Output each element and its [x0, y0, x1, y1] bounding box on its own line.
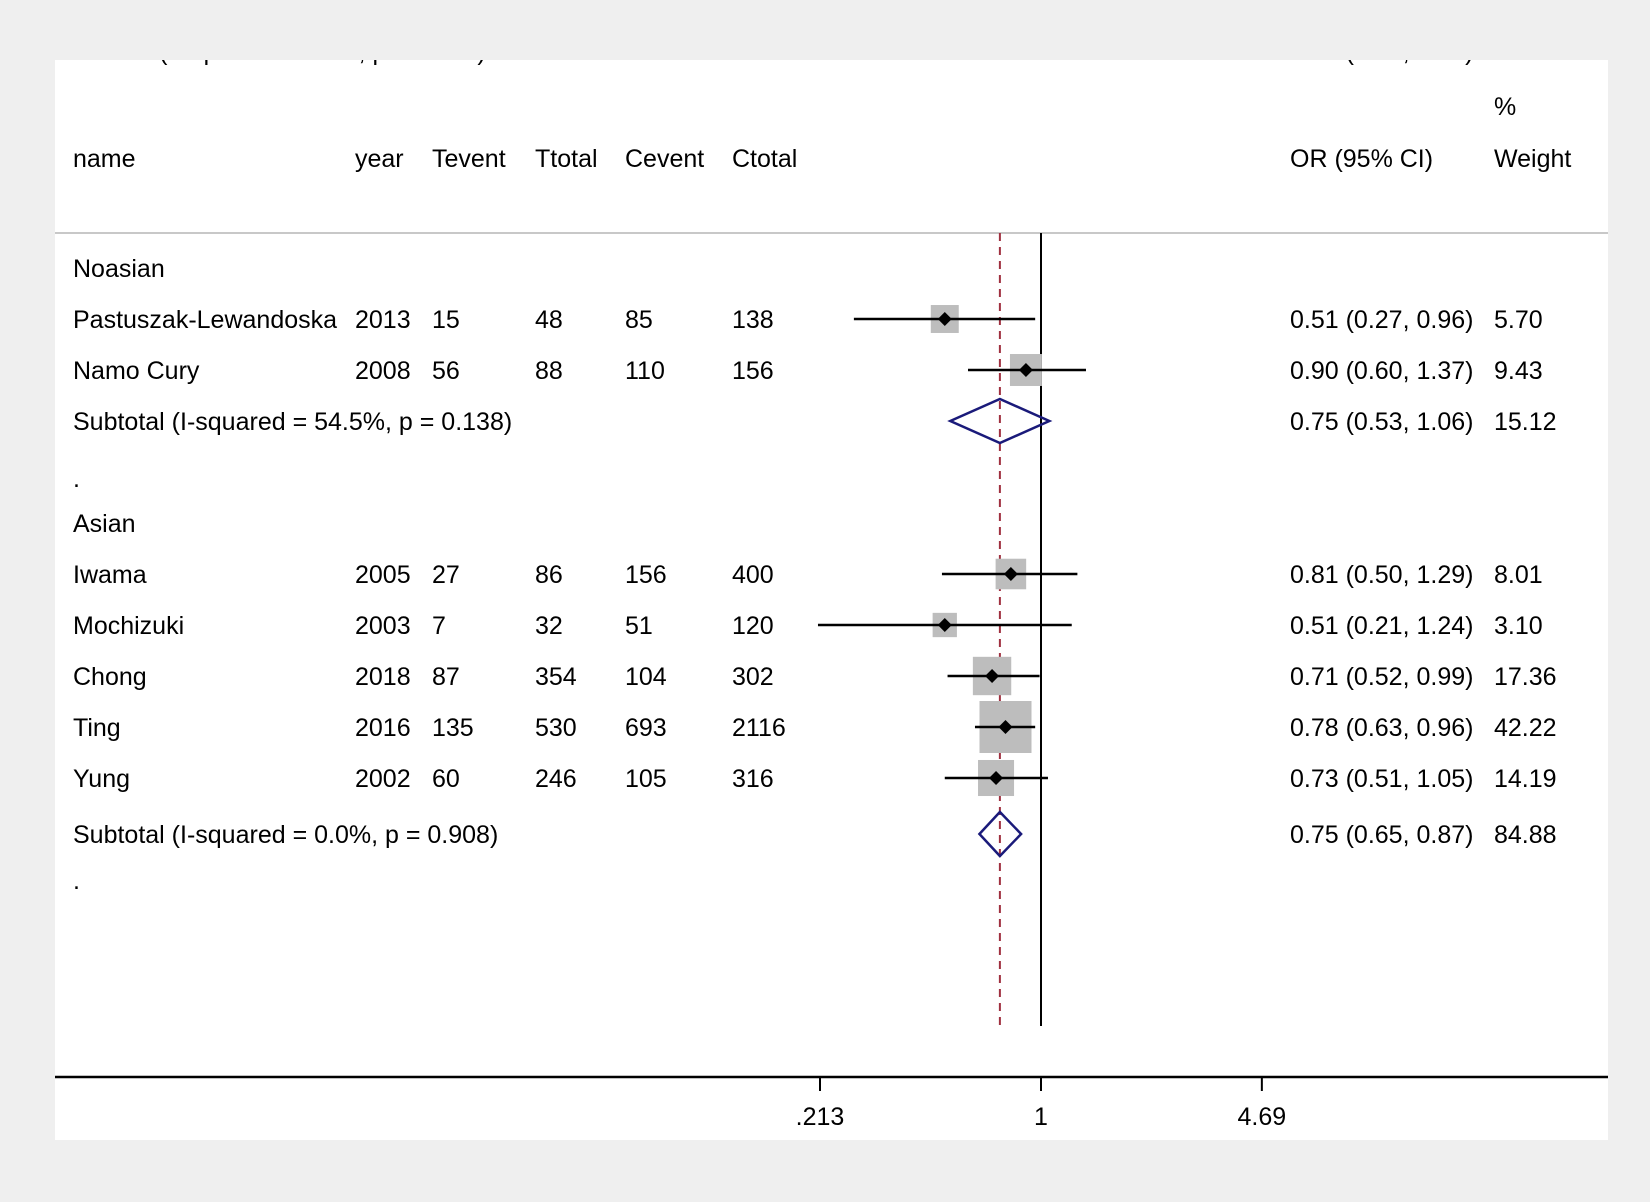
overall-label: Overall (I-squared = 0.0%, p = 0.782) [73, 60, 486, 66]
subtotal-diamond [977, 810, 1023, 858]
study-or-ci: 0.90 (0.60, 1.37) [1290, 357, 1473, 385]
study-or-ci: 0.71 (0.52, 0.99) [1290, 663, 1473, 691]
study-name: Ting [73, 714, 121, 742]
header-weight-percent: % [1494, 93, 1516, 121]
study-cevent: 105 [625, 765, 667, 793]
study-ctotal: 138 [732, 306, 774, 334]
study-or-ci: 0.73 (0.51, 1.05) [1290, 765, 1473, 793]
header-year: year [355, 145, 404, 173]
study-ttotal: 246 [535, 765, 577, 793]
study-ctotal: 400 [732, 561, 774, 589]
study-tevent: 56 [432, 357, 460, 385]
point-estimate [937, 618, 952, 632]
study-ttotal: 32 [535, 612, 563, 640]
group-label: Asian [73, 510, 136, 538]
study-weight: 42.22 [1494, 714, 1557, 742]
study-year: 2002 [355, 765, 411, 793]
study-tevent: 60 [432, 765, 460, 793]
study-name: Yung [73, 765, 130, 793]
rows-layer: Noasian Pastuszak-Lewandoska 2013 15 48 85 138… [73, 60, 1570, 1026]
study-tevent: 15 [432, 306, 460, 334]
x-tick-label: 1 [1034, 1103, 1048, 1131]
subtotal-or-ci: 0.75 (0.65, 0.87) [1290, 821, 1473, 849]
study-or-ci: 0.51 (0.21, 1.24) [1290, 612, 1473, 640]
study-weight: 3.10 [1494, 612, 1543, 640]
study-cevent: 693 [625, 714, 667, 742]
x-axis: .213 1 4.69 [55, 1075, 1608, 1131]
study-weight: 17.36 [1494, 663, 1557, 691]
study-weight: 14.19 [1494, 765, 1557, 793]
subtotal-label: Subtotal (I-squared = 0.0%, p = 0.908) [73, 821, 498, 849]
study-ctotal: 120 [732, 612, 774, 640]
study-year: 2013 [355, 306, 411, 334]
study-ttotal: 48 [535, 306, 563, 334]
study-tevent: 27 [432, 561, 460, 589]
study-tevent: 87 [432, 663, 460, 691]
study-tevent: 135 [432, 714, 474, 742]
study-year: 2003 [355, 612, 411, 640]
study-cevent: 110 [625, 357, 665, 385]
subtotal-or-ci: 0.75 (0.53, 1.06) [1290, 408, 1473, 436]
study-ttotal: 530 [535, 714, 577, 742]
header-or-ci: OR (95% CI) [1290, 145, 1433, 173]
point-estimate [985, 669, 1000, 683]
study-name: Chong [73, 663, 147, 691]
study-ctotal: 2116 [732, 714, 786, 742]
overall-weight: 100.00 [1494, 60, 1570, 66]
spacer-dot: . [73, 867, 80, 895]
study-ttotal: 86 [535, 561, 563, 589]
study-year: 2018 [355, 663, 411, 691]
header-weight: Weight [1494, 145, 1571, 173]
study-ttotal: 88 [535, 357, 563, 385]
study-name: Namo Cury [73, 357, 200, 385]
study-year: 2008 [355, 357, 411, 385]
forest-plot-panel: name year Tevent Ttotal Cevent Ctotal OR… [55, 60, 1608, 1140]
study-or-ci: 0.51 (0.27, 0.96) [1290, 306, 1473, 334]
study-weight: 5.70 [1494, 306, 1543, 334]
study-ctotal: 156 [732, 357, 774, 385]
point-estimate [1018, 363, 1033, 377]
study-weight: 9.43 [1494, 357, 1543, 385]
study-ttotal: 354 [535, 663, 577, 691]
subtotal-diamond [947, 397, 1053, 445]
point-estimate [1003, 567, 1018, 581]
study-tevent: 7 [432, 612, 446, 640]
header-name: name [73, 145, 136, 173]
study-ctotal: 316 [732, 765, 774, 793]
subtotal-weight: 15.12 [1494, 408, 1557, 436]
x-tick-label: 4.69 [1238, 1103, 1287, 1131]
study-name: Iwama [73, 561, 147, 589]
overall-or-ci: 0.75 (0.66, 0.86) [1290, 60, 1473, 66]
study-cevent: 51 [625, 612, 653, 640]
study-or-ci: 0.81 (0.50, 1.29) [1290, 561, 1473, 589]
subtotal-label: Subtotal (I-squared = 54.5%, p = 0.138) [73, 408, 512, 436]
study-ctotal: 302 [732, 663, 774, 691]
point-estimate [998, 720, 1013, 734]
header-tevent: Tevent [432, 145, 506, 173]
study-year: 2016 [355, 714, 411, 742]
header-ctotal: Ctotal [732, 145, 797, 173]
forest-plot: name year Tevent Ttotal Cevent Ctotal OR… [55, 60, 1608, 1131]
study-or-ci: 0.78 (0.63, 0.96) [1290, 714, 1473, 742]
point-estimate [937, 312, 952, 326]
study-cevent: 85 [625, 306, 653, 334]
study-weight: 8.01 [1494, 561, 1543, 589]
x-tick-label: .213 [796, 1103, 845, 1131]
study-name: Pastuszak-Lewandoska [73, 306, 337, 334]
study-cevent: 104 [625, 663, 667, 691]
header-cevent: Cevent [625, 145, 704, 173]
study-name: Mochizuki [73, 612, 184, 640]
subtotal-weight: 84.88 [1494, 821, 1557, 849]
spacer-dot: . [73, 465, 80, 493]
study-year: 2005 [355, 561, 411, 589]
point-estimate [989, 771, 1004, 785]
header-ttotal: Ttotal [535, 145, 598, 173]
group-label: Noasian [73, 255, 165, 283]
study-cevent: 156 [625, 561, 667, 589]
